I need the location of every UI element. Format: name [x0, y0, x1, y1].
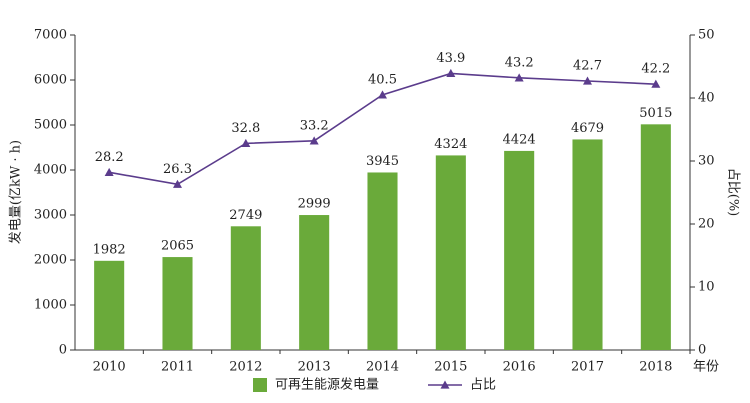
y-tick-label: 4000 [34, 163, 67, 178]
x-tick-label: 2015 [434, 360, 467, 375]
bar-value-label: 2749 [229, 208, 262, 223]
line-marker [309, 136, 319, 145]
bar [94, 260, 125, 350]
x-tick-label: 2014 [366, 360, 399, 375]
y-tick-label: 2000 [34, 253, 67, 268]
x-tick-label: 2013 [298, 360, 331, 375]
y2-tick-label: 40 [698, 91, 715, 106]
bar-value-label: 4424 [503, 132, 536, 147]
y-tick-label: 6000 [34, 73, 67, 88]
line-marker [514, 73, 524, 82]
line-marker [173, 179, 182, 188]
bar [367, 172, 398, 350]
legend-swatch [253, 378, 267, 392]
bar [572, 139, 603, 350]
bar-value-label: 4324 [434, 137, 467, 152]
bar [230, 226, 261, 350]
bar [640, 124, 671, 350]
line-value-label: 40.5 [368, 72, 397, 87]
y2-axis-label: 占比(%) [726, 168, 741, 217]
line-marker [446, 68, 456, 78]
bar [504, 150, 535, 350]
y2-tick-label: 10 [698, 280, 715, 295]
legend-marker [440, 380, 450, 389]
x-tick-label: 2017 [571, 360, 604, 375]
y-axis-label: 发电量(亿kW · h) [8, 140, 24, 244]
line-marker [241, 138, 251, 147]
y-tick-label: 0 [59, 343, 67, 358]
y2-tick-label: 0 [698, 343, 706, 358]
line-value-label: 43.2 [505, 55, 534, 70]
y-tick-label: 3000 [34, 208, 67, 223]
line-value-label: 42.2 [641, 62, 670, 77]
line-value-label: 32.8 [231, 121, 260, 136]
x-tick-label: 2010 [93, 360, 126, 375]
legend-label: 可再生能源发电量 [275, 377, 379, 393]
line-value-label: 43.9 [436, 51, 465, 66]
x-tick-label: 2018 [639, 360, 672, 375]
y-tick-label: 1000 [34, 298, 67, 313]
x-axis-label: 年份 [693, 360, 719, 375]
x-tick-label: 2016 [503, 360, 536, 375]
line-value-label: 33.2 [300, 118, 329, 133]
bar [435, 155, 466, 350]
line-marker [651, 79, 661, 88]
y2-tick-label: 30 [698, 154, 715, 169]
line-marker [378, 90, 387, 99]
bar-value-label: 4679 [571, 121, 604, 136]
line-value-label: 42.7 [573, 58, 602, 73]
y-tick-label: 7000 [34, 28, 67, 43]
y2-tick-label: 20 [698, 217, 715, 232]
legend-label: 占比 [470, 378, 496, 393]
line-marker [104, 167, 114, 176]
bar [162, 257, 193, 350]
x-tick-label: 2011 [161, 360, 194, 375]
line-value-label: 28.2 [95, 150, 124, 165]
line-marker [583, 76, 592, 85]
bar [299, 215, 330, 350]
bar-value-label: 2999 [298, 197, 331, 212]
x-tick-label: 2012 [229, 360, 262, 375]
y-tick-label: 5000 [34, 118, 67, 133]
bar-value-label: 1982 [93, 242, 126, 257]
line-value-label: 26.3 [163, 162, 192, 177]
bar-value-label: 5015 [639, 106, 672, 121]
y2-tick-label: 50 [698, 28, 715, 43]
bar-value-label: 3945 [366, 154, 399, 169]
bar-value-label: 2065 [161, 239, 194, 254]
